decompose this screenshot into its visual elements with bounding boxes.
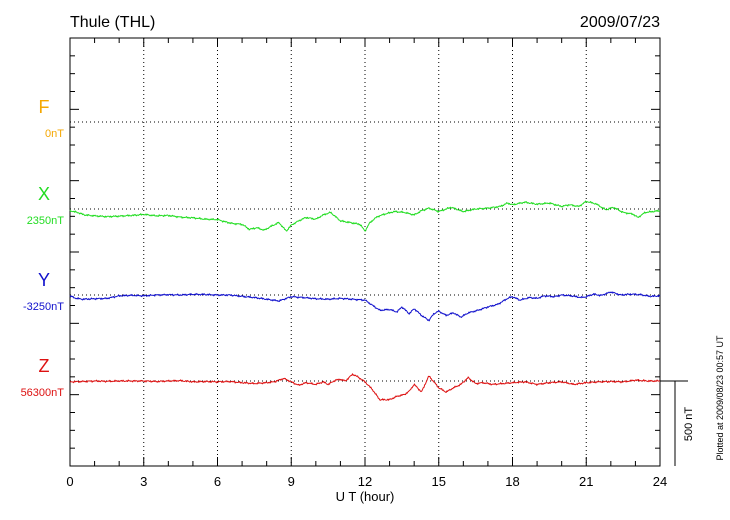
plotted-at-note: Plotted at 2009/08/23 00:57 UT (715, 335, 725, 461)
date-label: 2009/07/23 (580, 14, 660, 31)
trace-y (69, 291, 661, 322)
channel-z-label: Z (39, 356, 50, 376)
channel-z-baseline: 56300nT (21, 387, 65, 399)
channel-f-baseline: 0nT (45, 128, 64, 140)
station-title: Thule (THL) (70, 14, 155, 31)
channel-y-label: Y (38, 270, 50, 290)
x-tick-label: 0 (66, 474, 73, 489)
trace-z (69, 373, 661, 401)
channel-x-label: X (38, 184, 50, 204)
x-tick-labels: 0 3 6 9 12 15 18 21 24 (66, 474, 667, 489)
x-axis-label: U T (hour) (336, 489, 395, 504)
channel-f-label: F (39, 97, 50, 117)
axis-ticks (69, 38, 661, 466)
channel-x-baseline: 2350nT (27, 215, 65, 227)
x-tick-label: 6 (214, 474, 221, 489)
scale-bar-label: 500 nT (683, 407, 695, 442)
scale-bar: 500 nT (660, 380, 695, 466)
x-tick-label: 18 (505, 474, 519, 489)
x-tick-label: 12 (358, 474, 372, 489)
channel-labels: F 0nT X 2350nT Y -3250nT Z 56300nT (21, 97, 65, 399)
gridlines (70, 38, 660, 466)
x-tick-label: 15 (432, 474, 446, 489)
x-tick-label: 21 (579, 474, 593, 489)
x-tick-label: 3 (140, 474, 147, 489)
channel-y-baseline: -3250nT (23, 301, 64, 313)
trace-layer (69, 200, 661, 401)
trace-x (69, 200, 661, 232)
plot-frame (69, 37, 661, 467)
x-tick-label: 9 (288, 474, 295, 489)
x-tick-label: 24 (653, 474, 667, 489)
